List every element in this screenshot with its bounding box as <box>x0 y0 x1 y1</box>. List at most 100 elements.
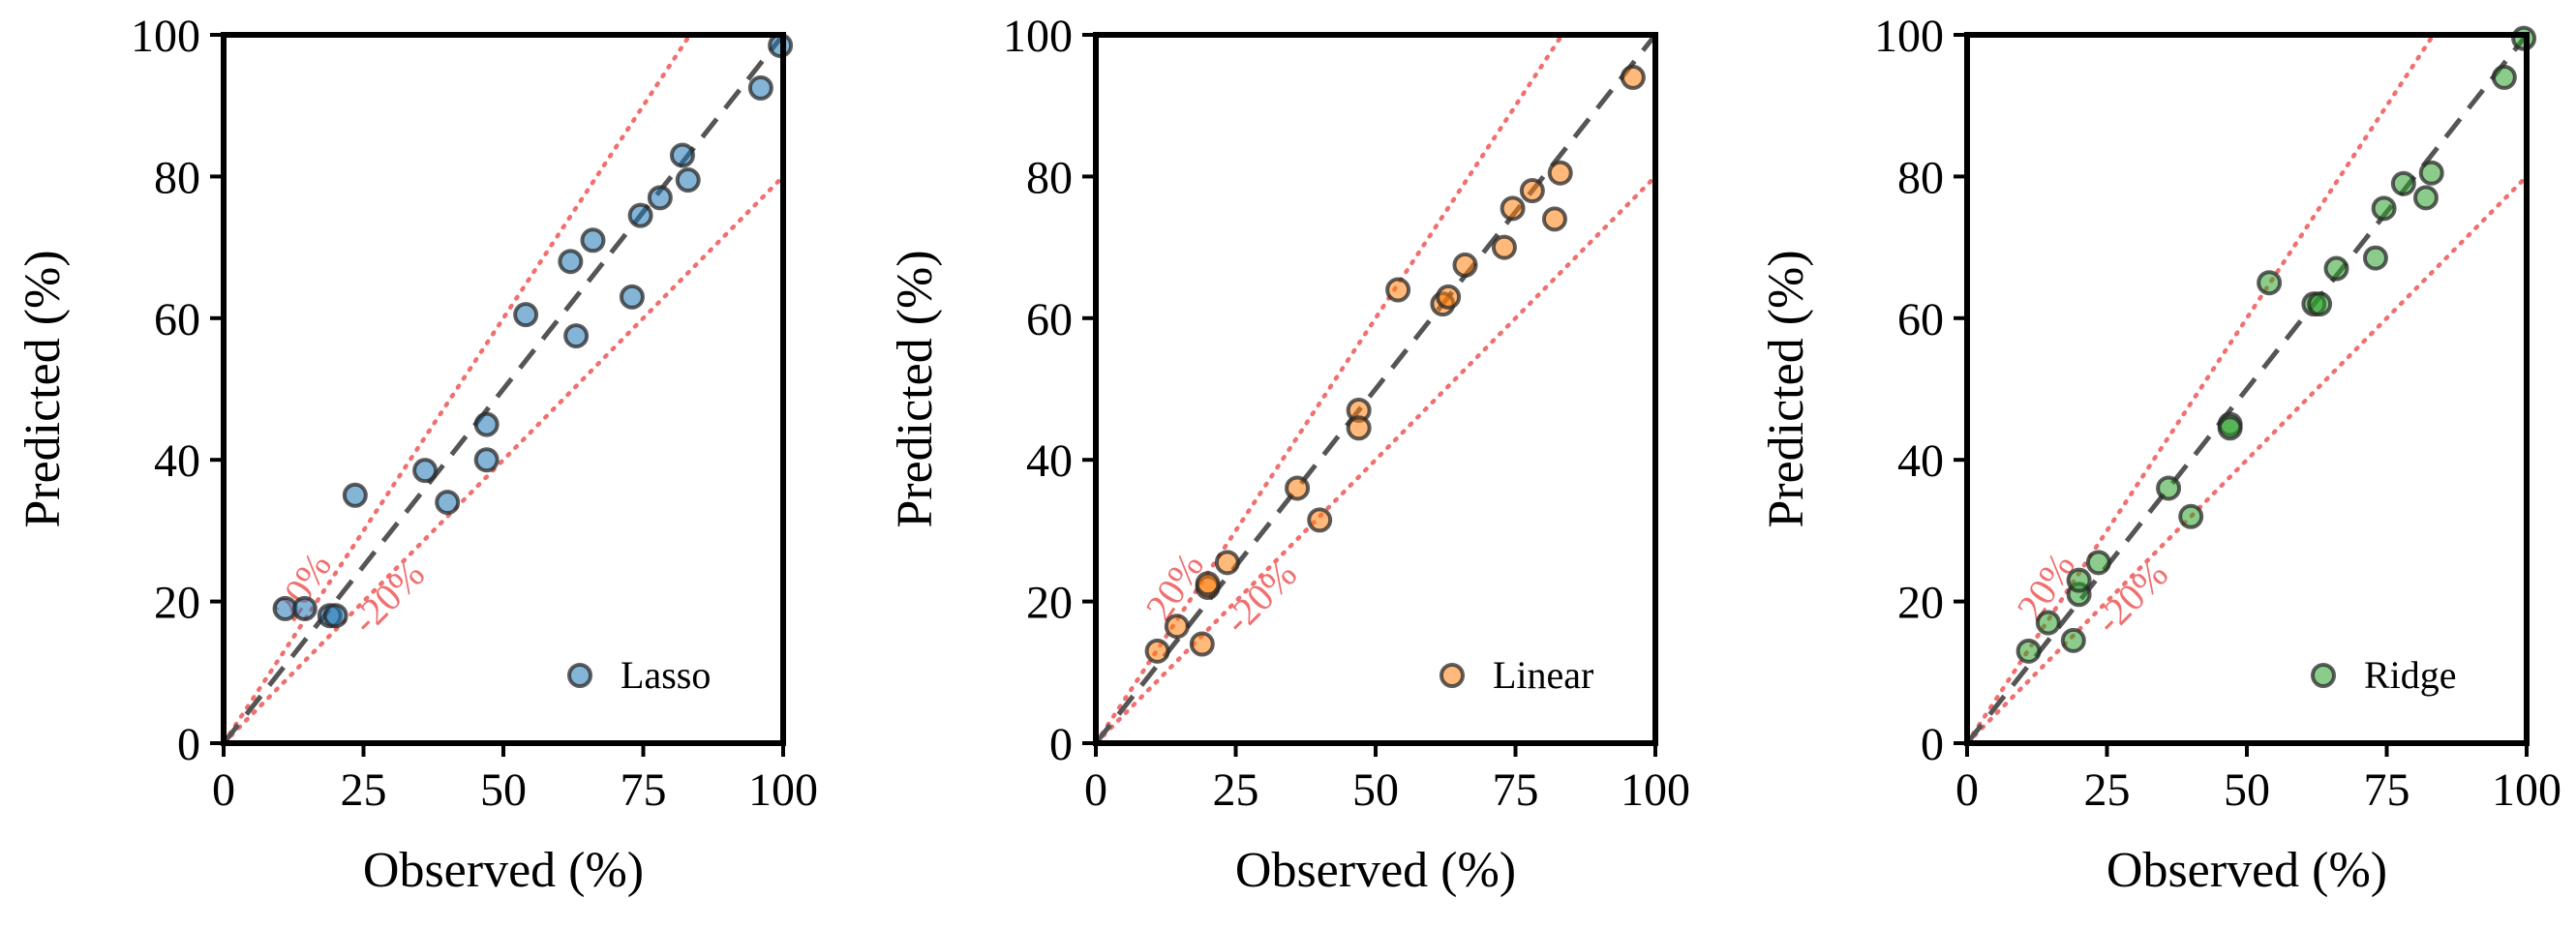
data-point <box>1346 415 1372 441</box>
data-point <box>675 167 701 194</box>
y-tick-label: 20 <box>1026 578 1073 629</box>
x-tick-label: 100 <box>2492 764 2561 816</box>
lower-band-line <box>1967 174 2527 743</box>
legend-marker <box>1440 663 1465 688</box>
data-point <box>2035 610 2061 636</box>
data-point <box>2257 270 2283 296</box>
y-axis-label: Predicted (%) <box>888 250 943 527</box>
y-tick-label: 0 <box>1921 719 1944 770</box>
data-point <box>1385 277 1411 303</box>
data-point <box>1541 206 1567 232</box>
x-tick-label: 100 <box>748 764 818 816</box>
legend-marker <box>2311 663 2336 688</box>
y-tick-label: 100 <box>1003 11 1073 62</box>
data-point <box>2418 160 2444 186</box>
data-point <box>1452 252 1478 278</box>
x-axis: 0 25 50 75 100 Observed (%) <box>1084 743 1690 898</box>
legend: Linear <box>1440 653 1593 697</box>
y-tick-label: 100 <box>131 11 200 62</box>
data-point <box>412 458 439 484</box>
data-point <box>291 595 318 621</box>
x-axis-label: Observed (%) <box>2106 843 2387 898</box>
legend: Lasso <box>567 653 711 697</box>
data-point <box>747 75 773 101</box>
y-tick-label: 0 <box>177 719 200 770</box>
y-tick-label: 40 <box>154 435 200 487</box>
x-axis: 0 25 50 75 100 Observed (%) <box>212 743 818 898</box>
data-point <box>1547 160 1573 186</box>
y-tick-label: 40 <box>1897 435 1944 487</box>
data-point <box>2060 627 2086 653</box>
y-axis: 0 20 40 60 80 100 Predicted (%) <box>1759 11 1967 770</box>
data-point <box>2015 638 2042 664</box>
y-tick-label: 40 <box>1026 435 1073 487</box>
legend-label: Ridge <box>2364 653 2457 697</box>
data-point <box>1285 475 1311 501</box>
y-tick-label: 100 <box>1874 11 1944 62</box>
x-tick-label: 75 <box>1493 764 1539 816</box>
y-tick-label: 0 <box>1049 719 1073 770</box>
data-point <box>513 302 539 328</box>
x-tick-label: 25 <box>341 764 387 816</box>
y-axis-label: Predicted (%) <box>15 250 71 527</box>
legend: Ridge <box>2311 653 2457 697</box>
data-point <box>1620 64 1646 90</box>
upper-band-line <box>224 35 692 743</box>
legend-marker <box>567 663 592 688</box>
data-point <box>2371 195 2397 222</box>
y-tick-label: 80 <box>1026 152 1073 203</box>
y-tick-label: 60 <box>154 294 200 345</box>
y-tick-label: 20 <box>1897 578 1944 629</box>
data-point <box>473 411 500 437</box>
data-point <box>1436 284 1462 310</box>
data-point <box>2217 415 2243 441</box>
data-point <box>1519 178 1545 204</box>
x-axis-label: Observed (%) <box>363 843 644 898</box>
data-point <box>2156 475 2182 501</box>
x-tick-label: 25 <box>1213 764 1259 816</box>
x-tick-label: 0 <box>1084 764 1107 816</box>
data-point <box>1195 571 1221 597</box>
data-point <box>1164 614 1190 640</box>
x-tick-label: 25 <box>2084 764 2131 816</box>
data-point <box>1189 631 1215 657</box>
data-point <box>619 284 645 310</box>
data-point <box>1491 234 1517 260</box>
data-point <box>435 490 461 516</box>
y-tick-label: 20 <box>154 578 200 629</box>
x-axis-label: Observed (%) <box>1235 843 1516 898</box>
data-point <box>669 142 695 168</box>
x-tick-label: 75 <box>621 764 667 816</box>
lower-band-line <box>1096 174 1655 743</box>
data-point <box>1214 550 1240 576</box>
data-point <box>2066 567 2092 593</box>
data-point <box>2085 550 2111 576</box>
data-point <box>322 603 349 629</box>
x-tick-label: 0 <box>1955 764 1979 816</box>
y-axis: 0 20 40 60 80 100 Predicted (%) <box>15 11 224 770</box>
x-tick-label: 50 <box>1352 764 1399 816</box>
scatter-points <box>2015 25 2537 664</box>
y-tick-label: 60 <box>1897 294 1944 345</box>
data-point <box>2323 255 2349 282</box>
data-point <box>558 249 584 275</box>
x-tick-label: 100 <box>1621 764 1690 816</box>
y-tick-label: 60 <box>1026 294 1073 345</box>
data-point <box>2390 170 2416 196</box>
data-point <box>2362 245 2388 271</box>
data-point <box>2307 291 2333 317</box>
data-point <box>342 482 368 508</box>
data-point <box>563 323 590 349</box>
x-tick-label: 0 <box>212 764 235 816</box>
x-tick-label: 50 <box>480 764 527 816</box>
data-point <box>580 227 606 254</box>
y-tick-label: 80 <box>154 152 200 203</box>
data-point <box>647 185 673 211</box>
y-axis-label: Predicted (%) <box>1759 250 1814 527</box>
data-point <box>1307 507 1333 533</box>
x-axis: 0 25 50 75 100 Observed (%) <box>1955 743 2561 898</box>
data-point <box>2178 503 2204 529</box>
